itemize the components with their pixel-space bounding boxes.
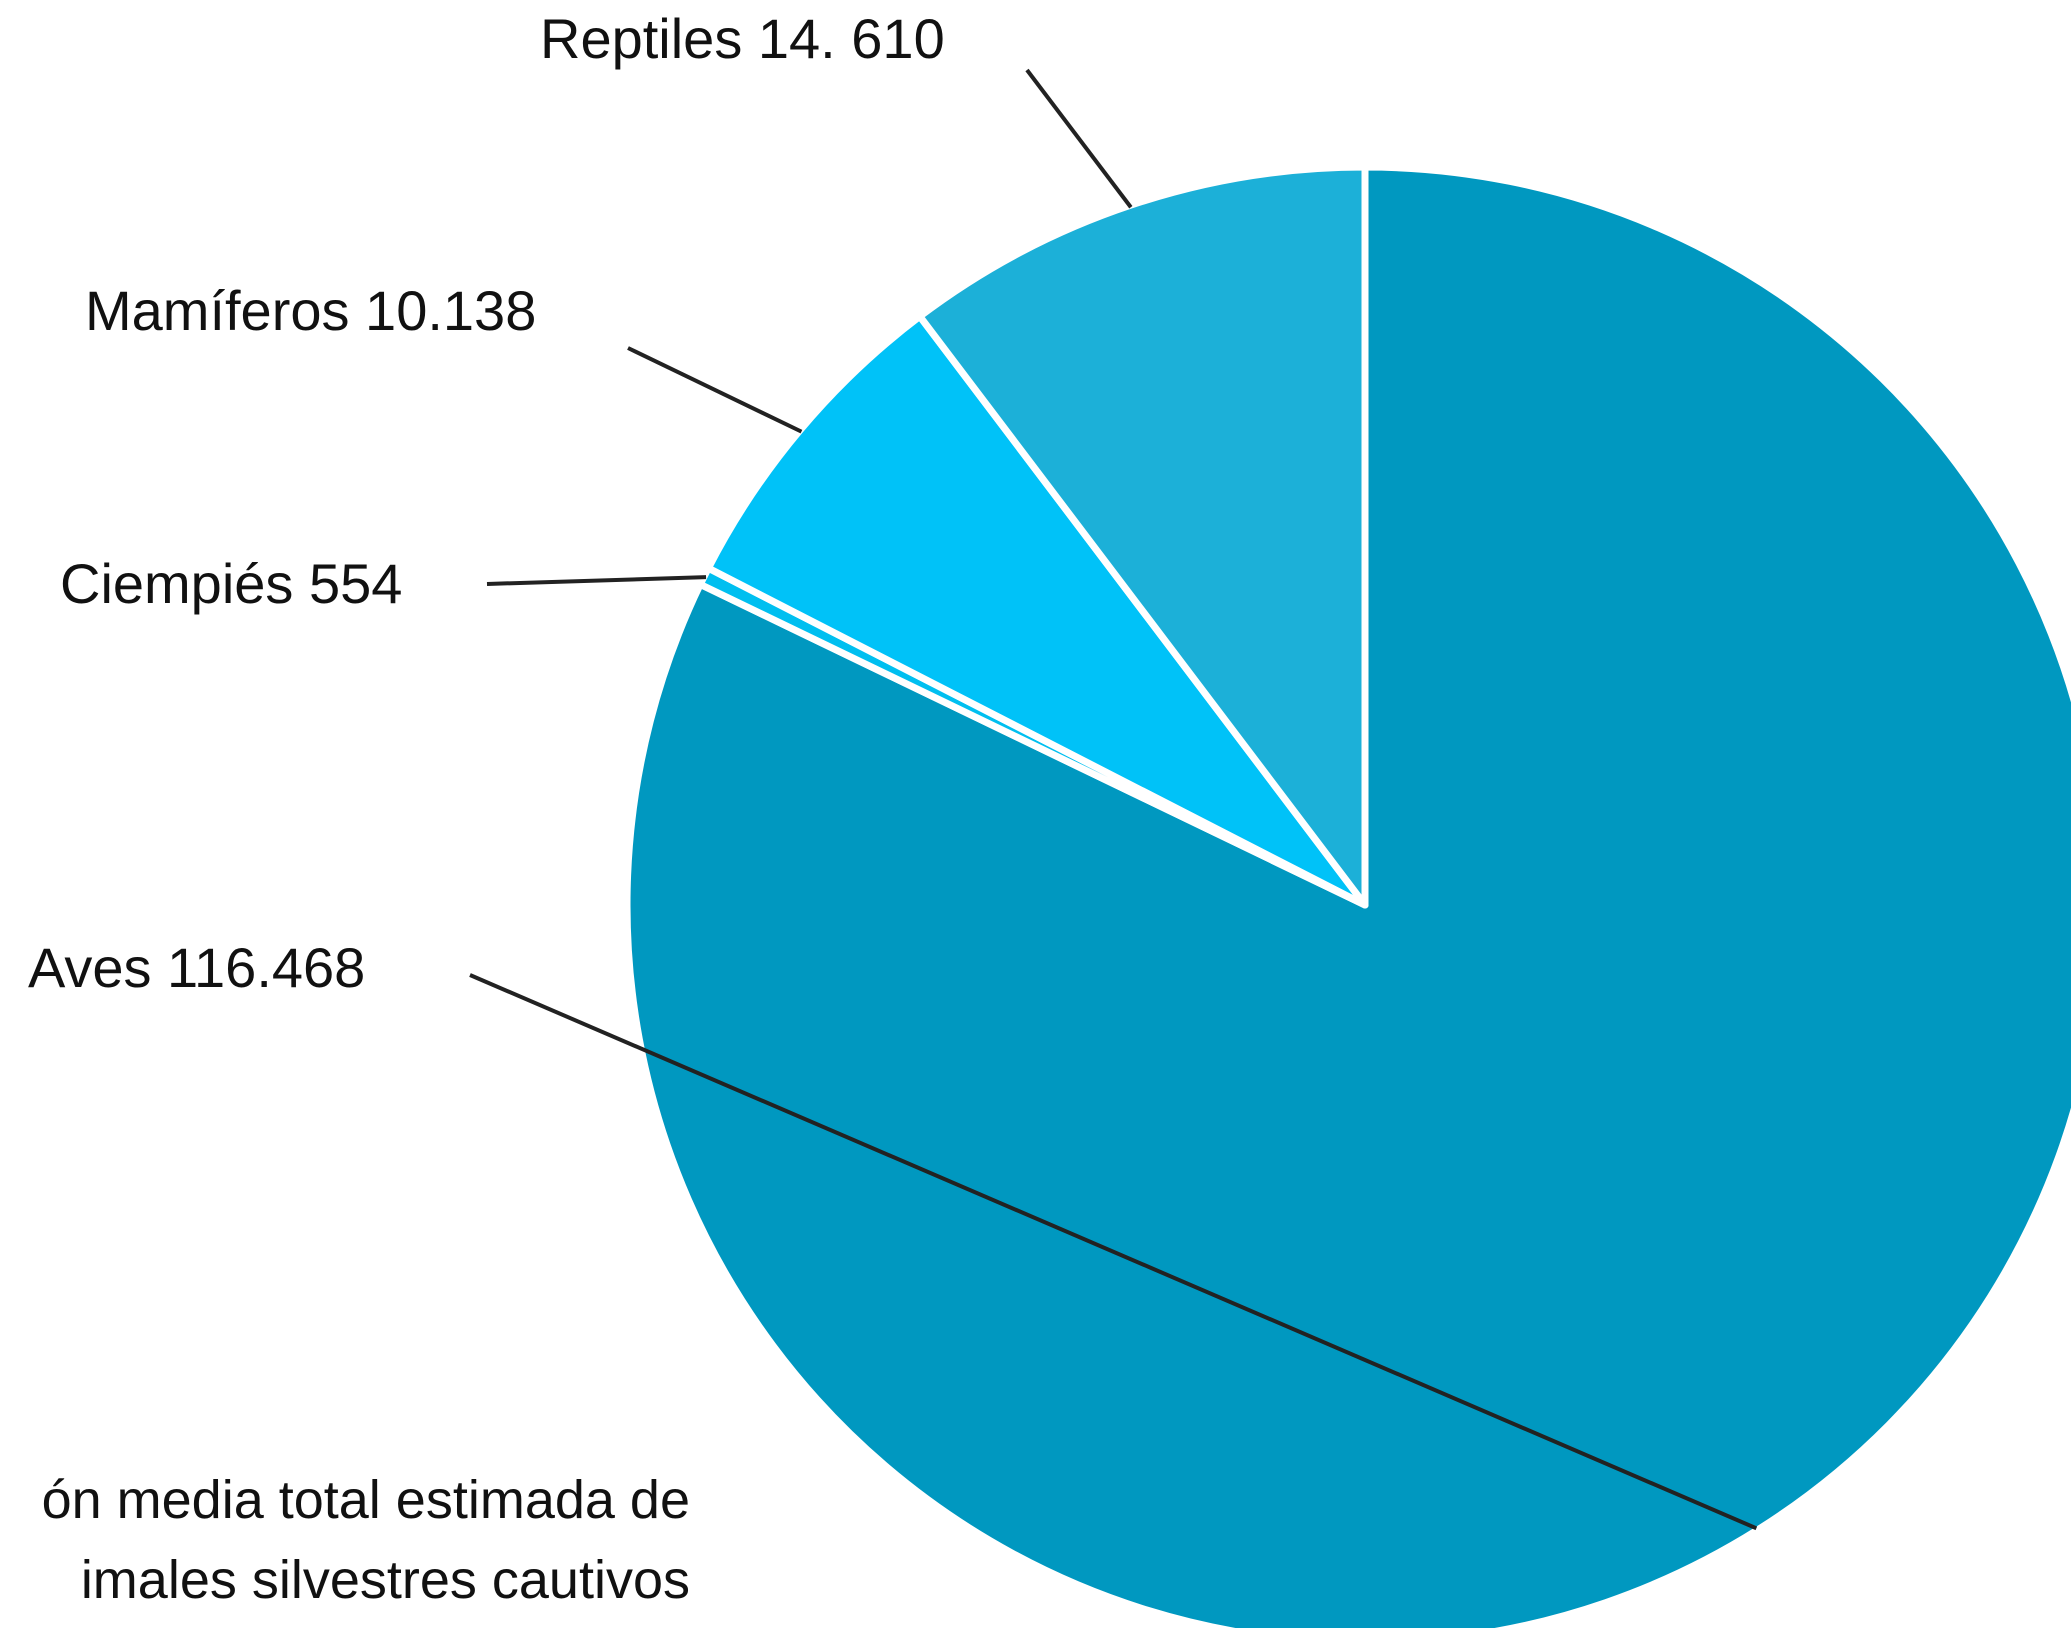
caption-line-1: ón media total estimada de: [41, 1470, 690, 1530]
leader-lines: [469, 68, 1758, 1531]
slice-labels: Reptiles 14. 610 Mamíferos 10.138 Ciempi…: [28, 7, 945, 999]
chart-caption: ón media total estimada de imales silves…: [0, 1460, 690, 1620]
leader-line-aves: [469, 973, 1758, 1531]
caption-line-2: imales silvestres cautivos: [80, 1550, 690, 1610]
leader-line-reptiles: [1025, 68, 1133, 209]
pie-slices: [623, 163, 2071, 1628]
label-mamiferos: Mamíferos 10.138: [85, 279, 536, 342]
label-aves: Aves 116.468: [28, 936, 365, 999]
label-reptiles: Reptiles 14. 610: [540, 7, 945, 70]
label-ciempies: Ciempiés 554: [60, 552, 402, 615]
leader-line-ciempies: [486, 575, 707, 586]
leader-line-mamiferos: [627, 346, 803, 434]
